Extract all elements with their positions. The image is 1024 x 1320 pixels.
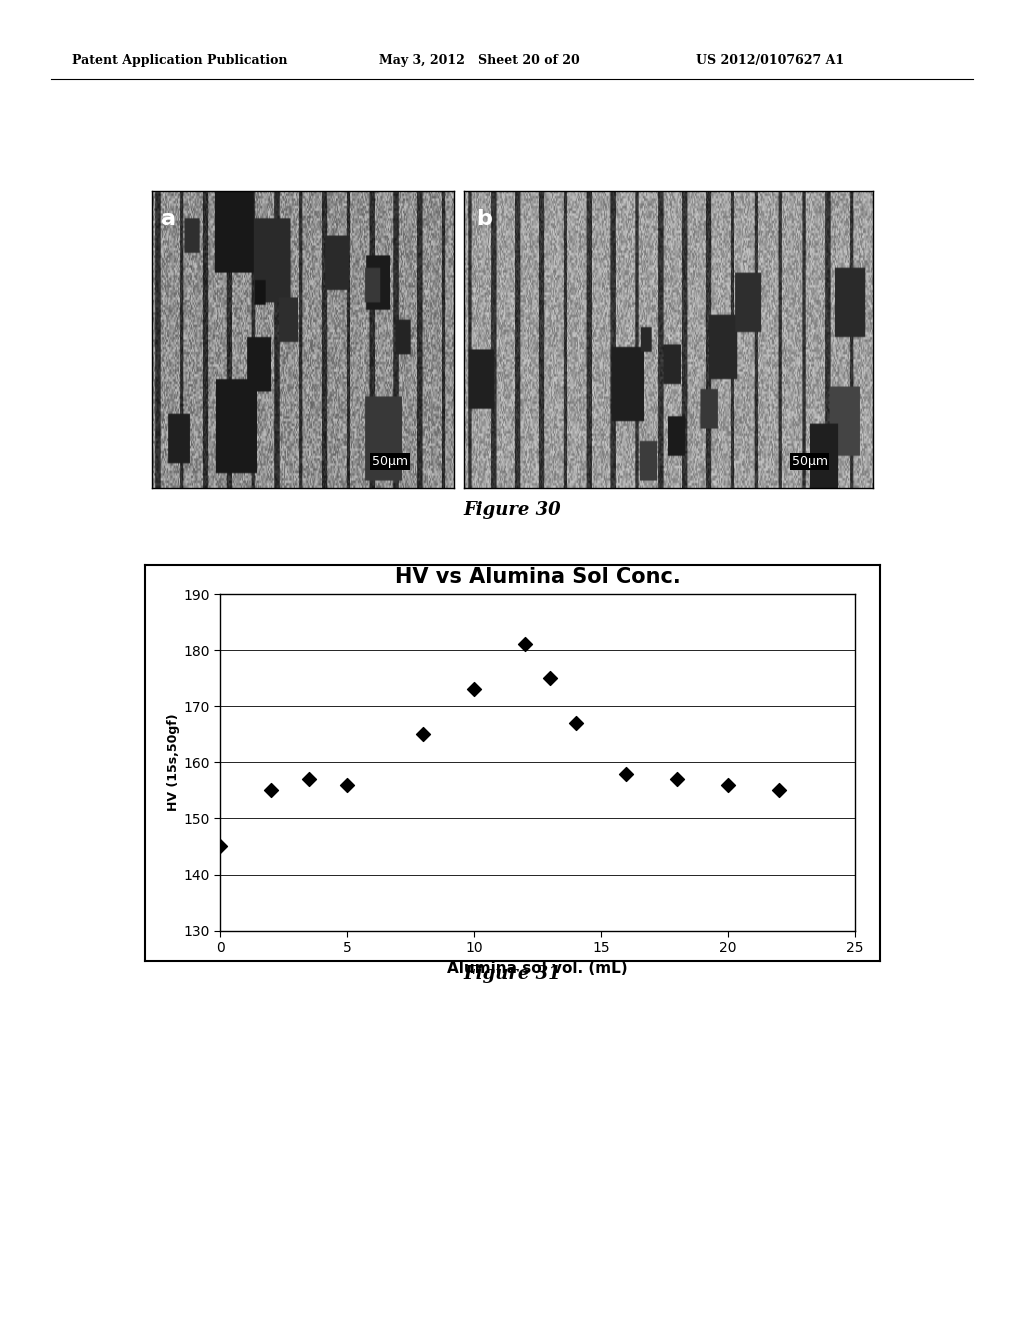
Point (415, 723, 431, 744)
Text: a: a (161, 209, 175, 230)
Text: 50μm: 50μm (372, 454, 409, 467)
Text: US 2012/0107627 A1: US 2012/0107627 A1 (696, 54, 845, 67)
Text: Patent Application Publication: Patent Application Publication (72, 54, 287, 67)
Text: b: b (476, 209, 493, 230)
Point (542, 668, 558, 689)
Title: HV vs Alumina Sol Conc.: HV vs Alumina Sol Conc. (394, 566, 681, 587)
Point (567, 713, 584, 734)
Text: Figure 31: Figure 31 (463, 965, 561, 983)
Point (212, 836, 228, 857)
Text: May 3, 2012   Sheet 20 of 20: May 3, 2012 Sheet 20 of 20 (379, 54, 580, 67)
Point (339, 774, 355, 795)
Point (618, 763, 635, 784)
Point (301, 768, 317, 789)
X-axis label: Alumina sol vol. (mL): Alumina sol vol. (mL) (447, 961, 628, 975)
Point (466, 678, 482, 700)
Text: 50μm: 50μm (792, 454, 827, 467)
Point (771, 780, 787, 801)
Text: Figure 30: Figure 30 (463, 500, 561, 519)
Y-axis label: HV (15s,50gf): HV (15s,50gf) (168, 714, 180, 810)
Point (517, 634, 534, 655)
Point (669, 768, 685, 789)
Point (720, 774, 736, 795)
Point (263, 780, 280, 801)
